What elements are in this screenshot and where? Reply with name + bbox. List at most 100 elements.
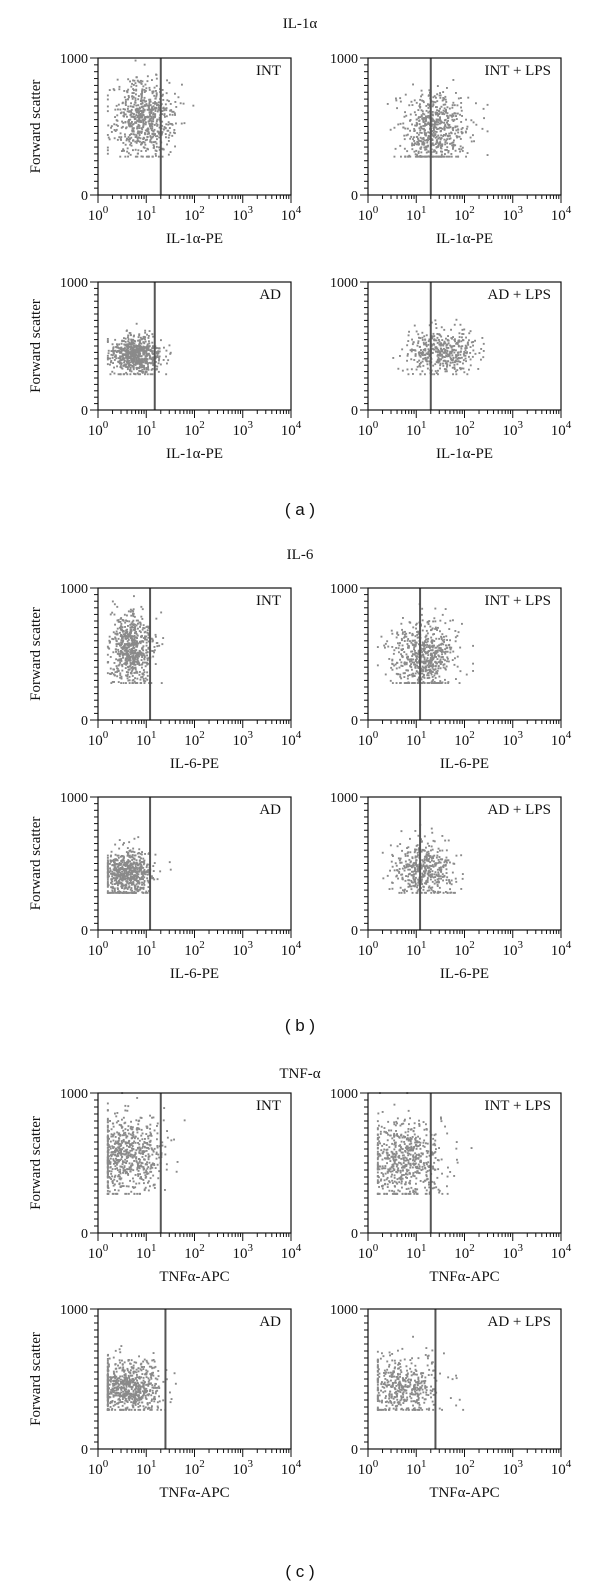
data-point bbox=[131, 609, 134, 612]
data-point bbox=[134, 59, 137, 62]
data-point bbox=[450, 153, 453, 155]
data-point bbox=[391, 646, 394, 648]
data-point bbox=[106, 661, 109, 664]
data-point bbox=[123, 872, 126, 875]
data-point bbox=[131, 112, 134, 115]
data-point bbox=[417, 680, 420, 683]
data-point bbox=[120, 643, 123, 645]
data-point bbox=[406, 677, 409, 680]
data-point bbox=[128, 891, 131, 894]
data-point bbox=[415, 623, 417, 626]
data-point bbox=[111, 875, 114, 878]
data-point bbox=[117, 620, 120, 623]
data-point bbox=[437, 661, 440, 664]
data-point bbox=[142, 627, 145, 629]
section-title-a: IL-1α bbox=[282, 16, 318, 32]
data-point bbox=[412, 373, 414, 375]
data-point bbox=[163, 126, 166, 128]
data-point bbox=[149, 98, 152, 101]
data-point bbox=[162, 128, 165, 131]
data-point bbox=[113, 879, 116, 882]
data-point bbox=[128, 675, 131, 678]
data-point bbox=[414, 666, 417, 669]
data-point bbox=[126, 137, 129, 140]
data-point bbox=[459, 145, 462, 148]
data-point bbox=[411, 338, 413, 341]
data-point bbox=[126, 115, 128, 118]
data-point bbox=[106, 94, 109, 97]
data-point bbox=[403, 636, 405, 639]
data-point bbox=[151, 875, 153, 878]
data-point bbox=[132, 344, 135, 347]
data-point bbox=[137, 95, 140, 97]
data-point bbox=[417, 880, 420, 882]
data-point bbox=[406, 133, 409, 136]
data-point bbox=[460, 131, 463, 133]
data-point bbox=[405, 632, 408, 635]
data-point bbox=[422, 140, 425, 143]
data-point bbox=[422, 112, 424, 115]
data-point bbox=[452, 145, 455, 148]
data-point bbox=[126, 677, 129, 680]
data-point bbox=[129, 118, 132, 121]
data-point bbox=[127, 155, 129, 158]
data-point bbox=[460, 340, 463, 343]
data-point bbox=[111, 890, 114, 893]
data-point bbox=[439, 122, 442, 125]
data-point bbox=[110, 872, 112, 875]
data-point bbox=[141, 647, 143, 650]
data-point bbox=[417, 667, 420, 669]
data-point bbox=[117, 868, 120, 871]
data-point bbox=[403, 115, 406, 118]
data-point bbox=[397, 647, 400, 650]
data-point bbox=[449, 126, 452, 128]
data-point bbox=[404, 93, 407, 96]
data-point bbox=[425, 846, 427, 849]
data-point bbox=[400, 873, 403, 876]
data-point bbox=[149, 139, 152, 142]
data-point bbox=[122, 869, 125, 872]
data-point bbox=[141, 656, 143, 658]
data-point bbox=[480, 348, 483, 350]
data-point bbox=[404, 111, 406, 114]
data-point bbox=[446, 138, 449, 141]
data-point bbox=[126, 891, 129, 894]
data-point bbox=[130, 342, 133, 345]
data-point bbox=[434, 682, 436, 684]
data-point bbox=[142, 336, 145, 339]
data-point bbox=[152, 105, 155, 108]
data-point bbox=[422, 351, 425, 354]
data-point bbox=[149, 115, 152, 118]
data-point bbox=[124, 133, 126, 136]
data-point bbox=[457, 131, 460, 134]
data-point bbox=[128, 362, 131, 364]
data-point bbox=[412, 341, 415, 344]
data-point bbox=[441, 127, 444, 130]
data-point bbox=[420, 672, 423, 675]
data-point bbox=[145, 368, 148, 371]
data-point bbox=[436, 629, 438, 631]
data-point bbox=[426, 360, 428, 363]
data-point bbox=[109, 373, 112, 376]
data-point bbox=[421, 607, 424, 610]
data-point bbox=[136, 109, 138, 112]
data-point bbox=[180, 122, 183, 125]
data-point bbox=[442, 91, 445, 93]
data-point bbox=[127, 625, 129, 627]
data-point bbox=[136, 115, 139, 118]
data-point bbox=[122, 855, 125, 858]
data-point bbox=[132, 659, 135, 662]
data-point bbox=[433, 338, 436, 341]
data-point bbox=[445, 635, 448, 638]
data-point bbox=[444, 648, 447, 651]
section-label-a: ( a ) bbox=[284, 500, 316, 519]
data-point bbox=[425, 116, 428, 118]
data-point bbox=[441, 639, 444, 642]
data-point bbox=[140, 121, 143, 123]
data-point bbox=[153, 646, 156, 648]
data-point bbox=[413, 150, 416, 153]
data-point bbox=[127, 357, 130, 359]
data-point bbox=[425, 148, 428, 151]
